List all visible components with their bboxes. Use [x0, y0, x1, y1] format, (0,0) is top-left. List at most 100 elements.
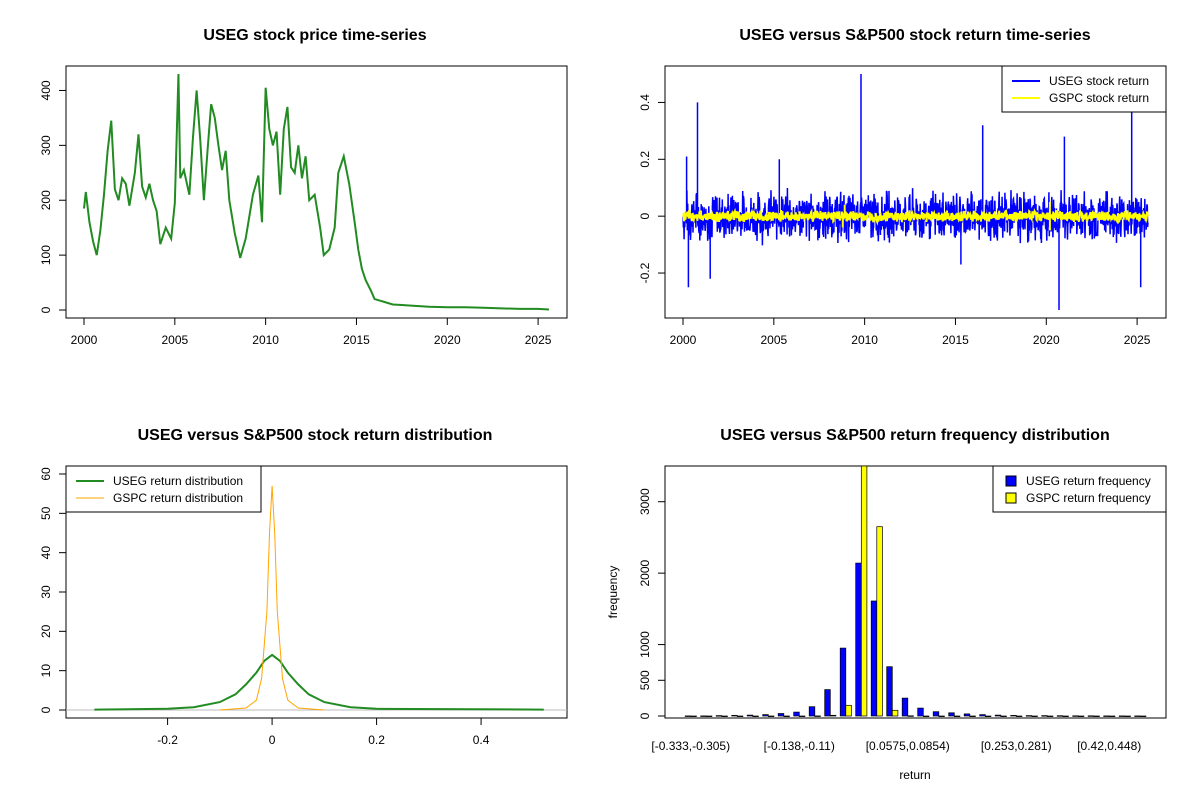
- useg-freq-bar: [1134, 715, 1141, 717]
- legend-label-useg-freq: USEG return frequency: [1026, 474, 1151, 488]
- useg-freq-bar: [1072, 715, 1079, 717]
- x-tick-label: [-0.138,-0.11): [764, 739, 835, 753]
- x-tick-label: [0.0575,0.0854): [866, 739, 950, 753]
- y-tick-label: 0: [638, 712, 652, 719]
- x-tick-label: [-0.333,-0.305): [651, 739, 730, 753]
- gspc-freq-bar: [1031, 715, 1038, 717]
- useg-freq-bar: [1010, 715, 1017, 717]
- gspc-freq-bar: [1015, 715, 1023, 717]
- useg-freq-bar: [963, 713, 971, 717]
- axis-ticks-distribution: -0.2 0 0.2 0.4 0 10 20 30 40 50 60: [39, 467, 490, 747]
- y-axis-label-frequency: frequency: [606, 566, 620, 619]
- gspc-freq-bar: [1077, 715, 1085, 717]
- y-tick-label: 100: [39, 245, 53, 265]
- y-tick-label: 50: [39, 506, 53, 520]
- gspc-freq-bar: [752, 715, 759, 717]
- gspc-freq-bar: [984, 715, 992, 717]
- useg-freq-bar: [1041, 715, 1048, 717]
- y-tick-label: 300: [39, 135, 53, 155]
- useg-return-line: [682, 74, 1149, 310]
- useg-freq-bar: [917, 707, 924, 717]
- useg-freq-bar: [746, 714, 754, 717]
- panel-price: USEG stock price time-series 2000 2005 201…: [39, 27, 568, 347]
- y-tick-label: 40: [39, 546, 53, 560]
- legend-box: [65, 465, 262, 513]
- gspc-freq-bar: [1000, 715, 1007, 717]
- y-tick-label: 0.2: [638, 151, 652, 168]
- panel-frequency: USEG versus S&P500 return frequency dist…: [606, 427, 1167, 782]
- useg-freq-bar: [855, 562, 862, 717]
- gspc-freq-bar: [798, 715, 806, 717]
- x-tick-label: -0.2: [157, 733, 178, 747]
- panel-returns: USEG versus S&P500 stock return time-ser…: [638, 27, 1167, 347]
- axis-ticks-price: 2000 2005 2010 2015 2020 2025 0 100 200 300 400: [39, 80, 552, 347]
- useg-freq-bar: [870, 600, 878, 717]
- gspc-freq-bar: [1108, 715, 1116, 717]
- x-axis-label-frequency: return: [899, 768, 930, 782]
- x-tick-label: 2015: [343, 333, 370, 347]
- gspc-freq-bar: [721, 715, 728, 717]
- chart-title-price: USEG stock price time-series: [203, 27, 426, 44]
- gspc-freq-bar: [876, 526, 883, 717]
- x-tick-label: 2000: [71, 333, 98, 347]
- chart-title-frequency: USEG versus S&P500 return frequency dist…: [720, 427, 1109, 444]
- useg-freq-bar: [700, 715, 707, 717]
- plot-frame-price: [65, 65, 568, 319]
- legend-label-useg: USEG stock return: [1049, 74, 1149, 88]
- useg-density-line: [94, 653, 544, 711]
- useg-freq-bar: [948, 712, 955, 717]
- gspc-return-line: [682, 202, 1149, 231]
- x-tick-label: 2025: [525, 333, 552, 347]
- gspc-freq-bar: [705, 715, 713, 717]
- x-tick-label: 2015: [942, 333, 969, 347]
- x-tick-label: 2010: [252, 333, 279, 347]
- useg-freq-bar: [1056, 715, 1064, 717]
- gspc-freq-bar: [922, 715, 930, 717]
- gspc-freq-bar: [860, 465, 868, 717]
- gspc-freq-bar: [783, 715, 790, 717]
- gspc-freq-bar: [845, 704, 852, 717]
- useg-freq-bar: [684, 715, 692, 717]
- gspc-density-line: [219, 485, 325, 711]
- x-tick-label: 2005: [161, 333, 188, 347]
- y-tick-label: 1000: [638, 631, 652, 658]
- y-tick-label: 0: [39, 306, 53, 313]
- x-tick-label: [0.42,0.448): [1077, 739, 1141, 753]
- x-tick-label: 2020: [434, 333, 461, 347]
- gspc-freq-bar: [829, 714, 837, 717]
- legend-label-gspc-dist: GSPC return distribution: [113, 491, 243, 505]
- legend-frequency: USEG return frequency GSPC return freque…: [992, 465, 1167, 513]
- useg-freq-bar: [994, 714, 1002, 717]
- y-tick-label: 20: [39, 624, 53, 638]
- gspc-freq-bar: [969, 715, 976, 717]
- y-tick-label: 0: [39, 706, 53, 713]
- useg-freq-bar: [979, 714, 986, 717]
- y-tick-label: -0.2: [638, 262, 652, 283]
- useg-freq-bar: [839, 647, 847, 717]
- x-tick-label: 2020: [1033, 333, 1060, 347]
- useg-freq-bar: [1103, 715, 1110, 717]
- y-tick-label: 60: [39, 467, 53, 481]
- x-tick-label: 0.4: [473, 733, 490, 747]
- gspc-freq-bar: [1046, 715, 1054, 717]
- gspc-freq-bar: [1093, 715, 1100, 717]
- price-line: [83, 73, 550, 311]
- legend-swatch-useg-freq: [1005, 475, 1017, 487]
- gspc-freq-bar: [1124, 715, 1131, 717]
- useg-freq-bar: [762, 714, 769, 717]
- useg-freq-bar: [901, 697, 909, 717]
- y-tick-label: 30: [39, 585, 53, 599]
- chart-title-returns: USEG versus S&P500 stock return time-ser…: [739, 27, 1090, 44]
- axis-ticks-frequency: 0 500 1000 2000 3000 [-0.333,-0.305) [-0.138,-…: [638, 488, 1141, 753]
- x-tick-label: [0.253,0.281): [981, 739, 1052, 753]
- gspc-freq-bar: [814, 715, 821, 717]
- gspc-freq-bar: [953, 715, 961, 717]
- gspc-freq-bar: [736, 715, 744, 717]
- legend-swatch-gspc-freq: [1005, 492, 1017, 504]
- chart-title-distribution: USEG versus S&P500 stock return distribu…: [138, 427, 493, 444]
- y-tick-label: 200: [39, 190, 53, 210]
- useg-freq-bar: [808, 706, 816, 717]
- gspc-freq-bar: [938, 715, 945, 717]
- axis-ticks-returns: 2000 2005 2010 2015 2020 2025 -0.2 0 0.2 0.4: [638, 94, 1151, 347]
